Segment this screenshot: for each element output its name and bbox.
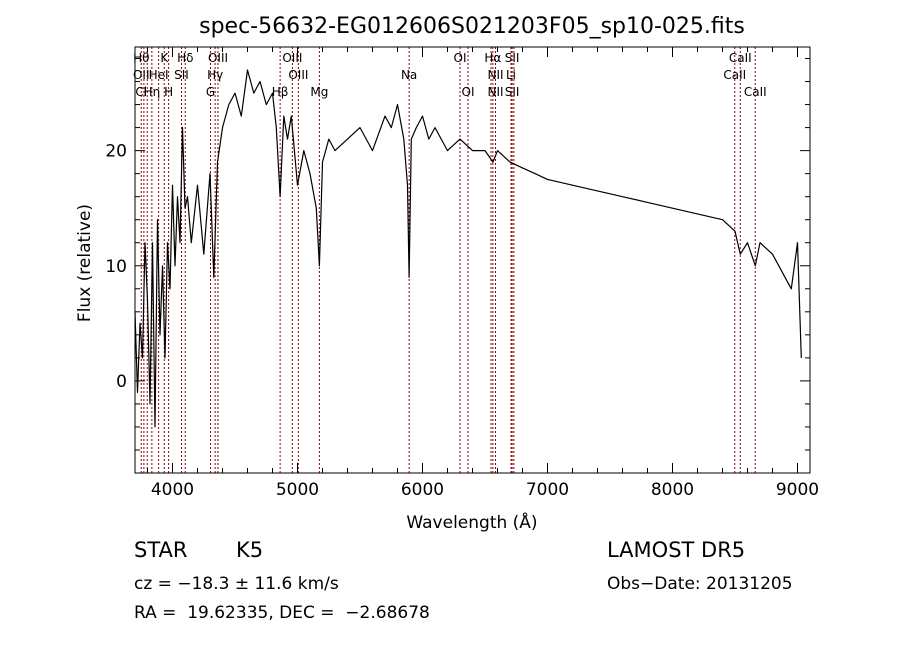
line-label-26-0: CaII [729,51,752,65]
line-label-14-0: OIII [288,68,308,82]
line-label-3-0: Hη [144,85,161,99]
y-tick-label-0: 0 [116,372,127,392]
observation-date: Obs−Date: 20131205 [607,574,793,594]
line-label-0-0: Hθ [133,51,149,65]
survey-name: LAMOST DR5 [607,538,746,562]
redshift-velocity: cz = −18.3 ± 11.6 km/s [134,574,339,594]
line-label-17-0: OI [454,51,467,65]
line-label-7-0: SII [174,68,189,82]
line-label-0-1: OII [133,68,150,82]
line-label-4-0: HeI [149,68,169,82]
chart-title: spec-56632-EG012606S021203F05_sp10-025.f… [199,14,745,39]
y-tick-label-20: 20 [105,142,127,162]
x-tick-label-8000: 8000 [651,480,694,500]
line-label-15-0: Mg [310,85,328,99]
y-tick-label-10: 10 [105,257,127,277]
coordinates: RA = 19.62335, DEC = −2.68678 [134,603,430,623]
line-label-27-0: CaII [744,85,767,99]
x-tick-label-9000: 9000 [776,480,819,500]
line-markers [140,47,756,473]
line-label-25-0: CaII [723,68,746,82]
line-label-20-0: Hα [484,51,501,65]
object-subclass: K5 [236,538,264,562]
x-tick-label-6000: 6000 [401,480,444,500]
line-label-23-0: SII [505,51,520,65]
line-labels: HθOIIClHηHeIKHSIIHδGHγOIIIHβOIIIOIIIMgNa… [133,51,767,99]
line-label-21-1: NII [487,85,503,99]
line-label-9-0: G [206,85,215,99]
x-tick-label-4000: 4000 [151,480,194,500]
object-class: STAR [134,538,188,562]
line-label-12-0: Hβ [272,85,289,99]
spectrum-plot: spec-56632-EG012606S021203F05_sp10-025.f… [75,14,819,533]
line-label-6-0: H [164,85,173,99]
x-axis-label: Wavelength (Å) [406,511,537,533]
plot-frame [134,46,811,474]
line-label-8-0: Hδ [177,51,193,65]
plot-axes: 4000 5000 6000 7000 8000 9000 0 10 20 [105,46,819,500]
spectrum-line-0 [134,69,802,428]
x-tick-label-7000: 7000 [526,480,569,500]
line-label-22-0: Li [506,68,516,82]
line-label-16-0: Na [401,68,417,82]
line-label-13-0: OIII [282,51,302,65]
line-label-10-0: Hγ [207,68,223,82]
line-label-5-0: K [160,51,169,65]
line-label-18-0: OI [462,85,475,99]
spectrum-series [134,69,802,428]
line-label-23-1: SII [505,85,520,99]
y-axis-label: Flux (relative) [75,204,95,322]
line-label-0-2: Cl [135,85,147,99]
x-tick-label-5000: 5000 [276,480,319,500]
line-label-21-0: NII [487,68,503,82]
line-label-11-0: OIII [208,51,228,65]
